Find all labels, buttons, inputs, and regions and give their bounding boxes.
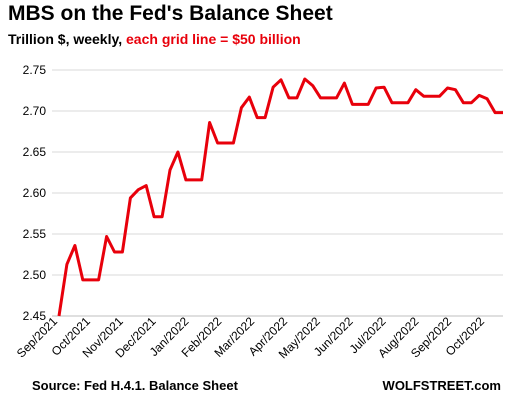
subtitle-units: Trillion $, weekly,	[8, 31, 127, 47]
y-tick-label: 2.60	[23, 186, 47, 200]
y-tick-label: 2.70	[23, 104, 47, 118]
y-tick-label: 2.45	[23, 309, 47, 323]
gridlines	[52, 69, 503, 276]
y-tick-label: 2.50	[23, 268, 47, 282]
chart-subtitle: Trillion $, weekly, each grid line = $50…	[8, 31, 301, 47]
y-tick-label: 2.75	[23, 63, 47, 77]
y-axis-tick-labels: 2.45 2.50 2.55 2.60 2.65 2.70 2.75	[23, 63, 47, 323]
source-note: Source: Fed H.4.1. Balance Sheet	[32, 378, 238, 393]
brand-watermark: WOLFSTREET.com	[382, 378, 501, 393]
chart-title: MBS on the Fed's Balance Sheet	[8, 2, 333, 25]
x-axis-tick-labels: Sep/2021Oct/2021Nov/2021Dec/2021Jan/2022…	[14, 314, 487, 361]
series-line-group	[57, 77, 503, 317]
series-line	[57, 77, 503, 317]
subtitle-gridline-note: each grid line = $50 billion	[126, 31, 301, 47]
y-tick-label: 2.55	[23, 227, 47, 241]
y-tick-label: 2.65	[23, 145, 47, 159]
